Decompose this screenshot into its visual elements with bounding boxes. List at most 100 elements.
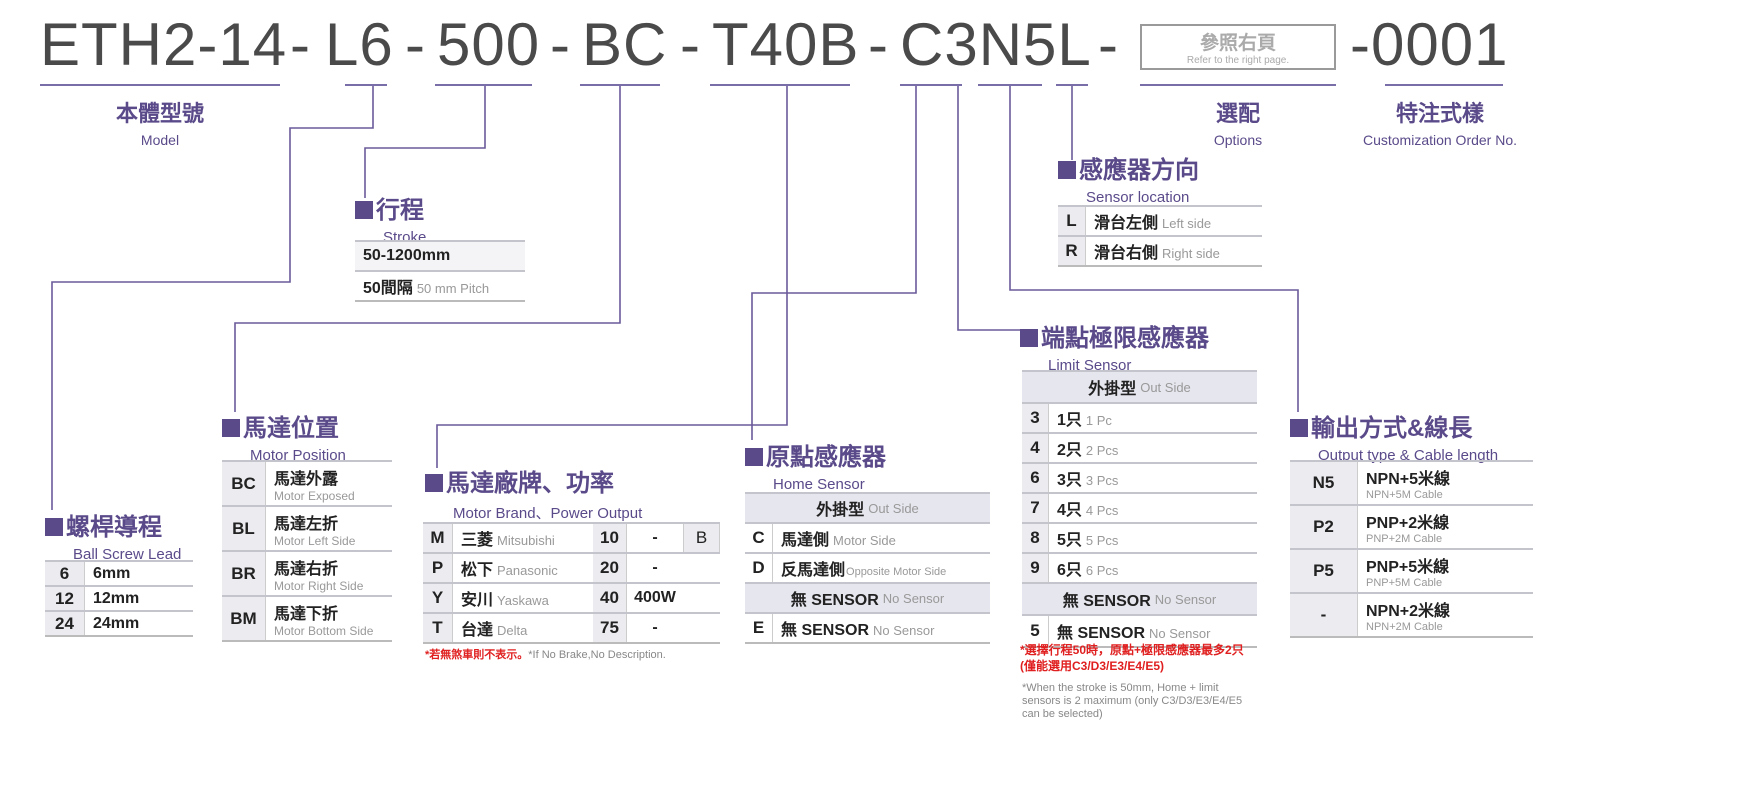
table-row: 7 4只 4 Pcs [1022, 492, 1257, 522]
row-en: 1 Pc [1085, 413, 1112, 428]
row-code: P2 [1290, 506, 1358, 548]
row-value: 6mm [93, 564, 131, 582]
table-row: BR 馬達右折 Motor Right Side [222, 550, 392, 595]
row-code: 4 [1022, 434, 1049, 462]
underline [1056, 84, 1088, 86]
lead-title-en: Ball Screw Lead [73, 546, 182, 563]
home-sensor-title: 原點感應器 Home Sensor [745, 437, 886, 493]
row-zh: 3只 [1057, 472, 1082, 489]
row-zh: 滑台右側 [1094, 245, 1159, 262]
table-row: 24 24mm [45, 610, 193, 635]
brand-zh: 松下 [461, 562, 494, 579]
row-code: - [1290, 594, 1358, 636]
table-row: BC 馬達外露 Motor Exposed [222, 460, 392, 505]
limit-sensor-title-zh: 端點極限感應器 [1041, 325, 1209, 352]
table-row: 50間隔 50 mm Pitch [355, 270, 525, 300]
sensor-location-table: L 滑台左側 Left side R 滑台右側 Right side [1058, 205, 1262, 267]
brand-zh: 安川 [461, 592, 494, 609]
connector-lead [51, 86, 374, 510]
power-value: 400W [634, 589, 676, 606]
row-zh: 馬達左折 [274, 515, 339, 533]
table-header: 無 SENSOR No Sensor [745, 582, 990, 612]
lead-title: 螺桿導程 Ball Screw Lead [45, 507, 181, 563]
options-label-zh: 選配 [1215, 101, 1260, 126]
row-zh: NPN+2米線 [1366, 603, 1451, 620]
underline [435, 84, 532, 86]
brake-note-en: *If No Brake,No Description. [528, 649, 666, 661]
code-stroke: 500 [437, 11, 541, 78]
underline [978, 84, 1042, 86]
row-en: Motor Left Side [274, 533, 356, 548]
row-value: 24mm [93, 614, 140, 632]
row-code: 12 [45, 587, 85, 610]
row-value: 馬達下折 Motor Bottom Side [266, 600, 373, 638]
row-value: 無 SENSOR No Sensor [1049, 619, 1210, 643]
row-en: Left side [1162, 216, 1212, 231]
table-row: C 馬達側 Motor Side [745, 522, 990, 552]
options-box: 參照右頁 Refer to the right page. [1140, 24, 1336, 70]
pitch-en: 50 mm Pitch [416, 281, 490, 296]
table-header: 外掛型 Out Side [745, 492, 990, 522]
row-code: 6 [1022, 464, 1049, 492]
power-code: 10 [593, 524, 627, 552]
row-value: 無 SENSOR No Sensor [773, 616, 934, 640]
row-value: 50-1200mm [363, 247, 451, 264]
row-en: Right side [1162, 246, 1220, 261]
row-code: E [745, 614, 773, 642]
table-row: R 滑台右側 Right side [1058, 235, 1262, 265]
brake-code: B [683, 524, 720, 552]
stroke-limit-note-zh: *選擇行程50時，原點+極限感應器最多2只 (僅能選用C3/D3/E3/E4/E… [1020, 643, 1244, 673]
table-row: T 台達 Delta 75- [423, 612, 720, 642]
row-zh: PNP+2米線 [1366, 515, 1450, 532]
model-label-en: Model [140, 132, 180, 148]
header-en: No Sensor [882, 590, 945, 606]
code-motor-brand: T40B [712, 11, 860, 78]
underline [1140, 84, 1336, 86]
row-value: 2只 2 Pcs [1049, 436, 1118, 460]
row-value: 滑台左側 Left side [1086, 209, 1211, 233]
code-dash: - [868, 11, 889, 78]
output-title: 輸出方式&線長 Output type & Cable length [1290, 408, 1498, 464]
sensor-location-title-zh: 感應器方向 [1079, 157, 1199, 184]
square-bullet-icon [355, 201, 373, 219]
lead-title-zh: 螺桿導程 [66, 514, 162, 541]
row-en: 6 Pcs [1085, 563, 1119, 578]
row-en: 3 Pcs [1085, 473, 1119, 488]
brand-zh: 三菱 [461, 532, 494, 549]
row-en: 4 Pcs [1085, 503, 1119, 518]
row-code: L [1058, 207, 1086, 235]
square-bullet-icon [222, 419, 240, 437]
table-row: 6 3只 3 Pcs [1022, 462, 1257, 492]
table-row: 4 2只 2 Pcs [1022, 432, 1257, 462]
row-zh: 馬達右折 [274, 560, 339, 578]
options-label: 選配 Options [1158, 96, 1318, 148]
header-en: Out Side [868, 500, 919, 516]
options-label-en: Options [1213, 132, 1263, 148]
sensor-location-title-en: Sensor location [1086, 189, 1190, 206]
row-value: 50間隔 50 mm Pitch [355, 274, 489, 298]
connector-motor-brand [436, 86, 788, 468]
row-value: 滑台右側 Right side [1086, 239, 1220, 263]
row-code: T [423, 614, 453, 642]
row-zh: 無 SENSOR [781, 622, 870, 639]
square-bullet-icon [1020, 329, 1038, 347]
power-code: 40 [593, 584, 627, 612]
row-value: 馬達左折 Motor Left Side [266, 510, 355, 548]
motor-brand-title: 馬達廠牌、功率 Motor Brand、Power Output [425, 463, 642, 523]
table-row: - NPN+2米線 NPN+2M Cable [1290, 592, 1533, 636]
row-zh: 無 SENSOR [1057, 625, 1146, 642]
row-en: No Sensor [873, 623, 935, 638]
power-code: 75 [593, 614, 627, 642]
power-value: - [652, 559, 658, 576]
header-zh: 外掛型 [816, 502, 865, 519]
connector-home [751, 86, 917, 440]
row-en: Motor Right Side [274, 578, 364, 593]
row-zh: 1只 [1057, 412, 1082, 429]
row-en: NPN+2M Cable [1366, 621, 1443, 633]
table-row: 9 6只 6 Pcs [1022, 552, 1257, 582]
underline [710, 84, 850, 86]
brand-en: Yaskawa [497, 593, 549, 608]
limit-sensor-title-en: Limit Sensor [1048, 357, 1132, 374]
